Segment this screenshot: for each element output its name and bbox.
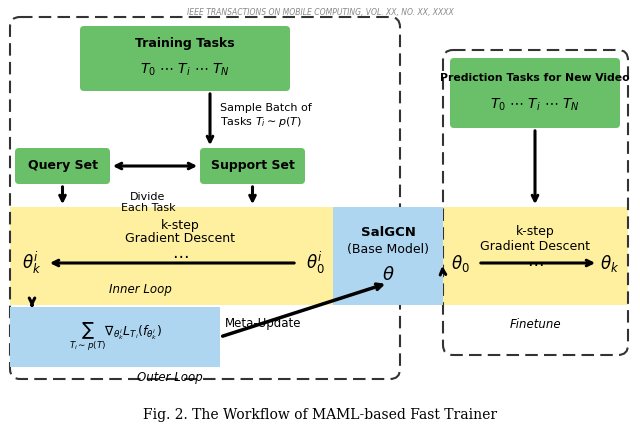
Text: (Base Model): (Base Model) — [347, 243, 429, 256]
Text: $\theta_0$: $\theta_0$ — [451, 253, 469, 273]
Text: Each Task: Each Task — [121, 203, 175, 213]
Text: SalGCN: SalGCN — [360, 226, 415, 239]
Bar — [333, 207, 443, 305]
Text: Query Set: Query Set — [28, 160, 97, 172]
Text: Training Tasks: Training Tasks — [135, 37, 235, 50]
Text: Gradient Descent: Gradient Descent — [125, 233, 235, 246]
Text: $\cdots$: $\cdots$ — [172, 246, 188, 264]
FancyBboxPatch shape — [15, 148, 110, 184]
Text: $\sum_{T_i \sim p(T)} \nabla_{\theta_k^i} L_{T_i}(f_{\theta_k^i})$: $\sum_{T_i \sim p(T)} \nabla_{\theta_k^i… — [68, 321, 161, 353]
Text: $T_0\ \cdots\ T_i\ \cdots\ T_N$: $T_0\ \cdots\ T_i\ \cdots\ T_N$ — [490, 97, 580, 113]
FancyBboxPatch shape — [80, 26, 290, 91]
Text: Finetune: Finetune — [509, 319, 561, 332]
Text: $\theta_k^i$: $\theta_k^i$ — [22, 250, 42, 276]
Text: Fig. 2. The Workflow of MAML-based Fast Trainer: Fig. 2. The Workflow of MAML-based Fast … — [143, 408, 497, 422]
Text: $\theta$: $\theta$ — [381, 266, 394, 284]
Text: Gradient Descent: Gradient Descent — [481, 240, 591, 253]
Text: Inner Loop: Inner Loop — [109, 283, 172, 296]
Text: Prediction Tasks for New Video: Prediction Tasks for New Video — [440, 73, 630, 83]
Text: Tasks $T_i \sim p(T)$: Tasks $T_i \sim p(T)$ — [220, 115, 301, 129]
Text: Support Set: Support Set — [211, 160, 294, 172]
Text: Outer Loop: Outer Loop — [137, 372, 203, 385]
Text: $\theta_k$: $\theta_k$ — [600, 253, 620, 273]
Text: $\cdots$: $\cdots$ — [527, 254, 544, 272]
FancyBboxPatch shape — [450, 58, 620, 128]
Text: k-step: k-step — [161, 218, 200, 231]
FancyBboxPatch shape — [200, 148, 305, 184]
Text: $\theta_0^i$: $\theta_0^i$ — [306, 250, 324, 276]
Text: $T_0\ \cdots\ T_i\ \cdots\ T_N$: $T_0\ \cdots\ T_i\ \cdots\ T_N$ — [140, 62, 230, 78]
Text: Sample Batch of: Sample Batch of — [220, 103, 312, 113]
Text: IEEE TRANSACTIONS ON MOBILE COMPUTING, VOL. XX, NO. XX, XXXX: IEEE TRANSACTIONS ON MOBILE COMPUTING, V… — [187, 8, 453, 17]
Bar — [443, 207, 628, 305]
Text: Meta-Update: Meta-Update — [225, 316, 301, 329]
Text: Divide: Divide — [131, 192, 166, 202]
Bar — [10, 207, 400, 305]
Bar — [10, 307, 220, 367]
Text: k-step: k-step — [516, 226, 555, 239]
